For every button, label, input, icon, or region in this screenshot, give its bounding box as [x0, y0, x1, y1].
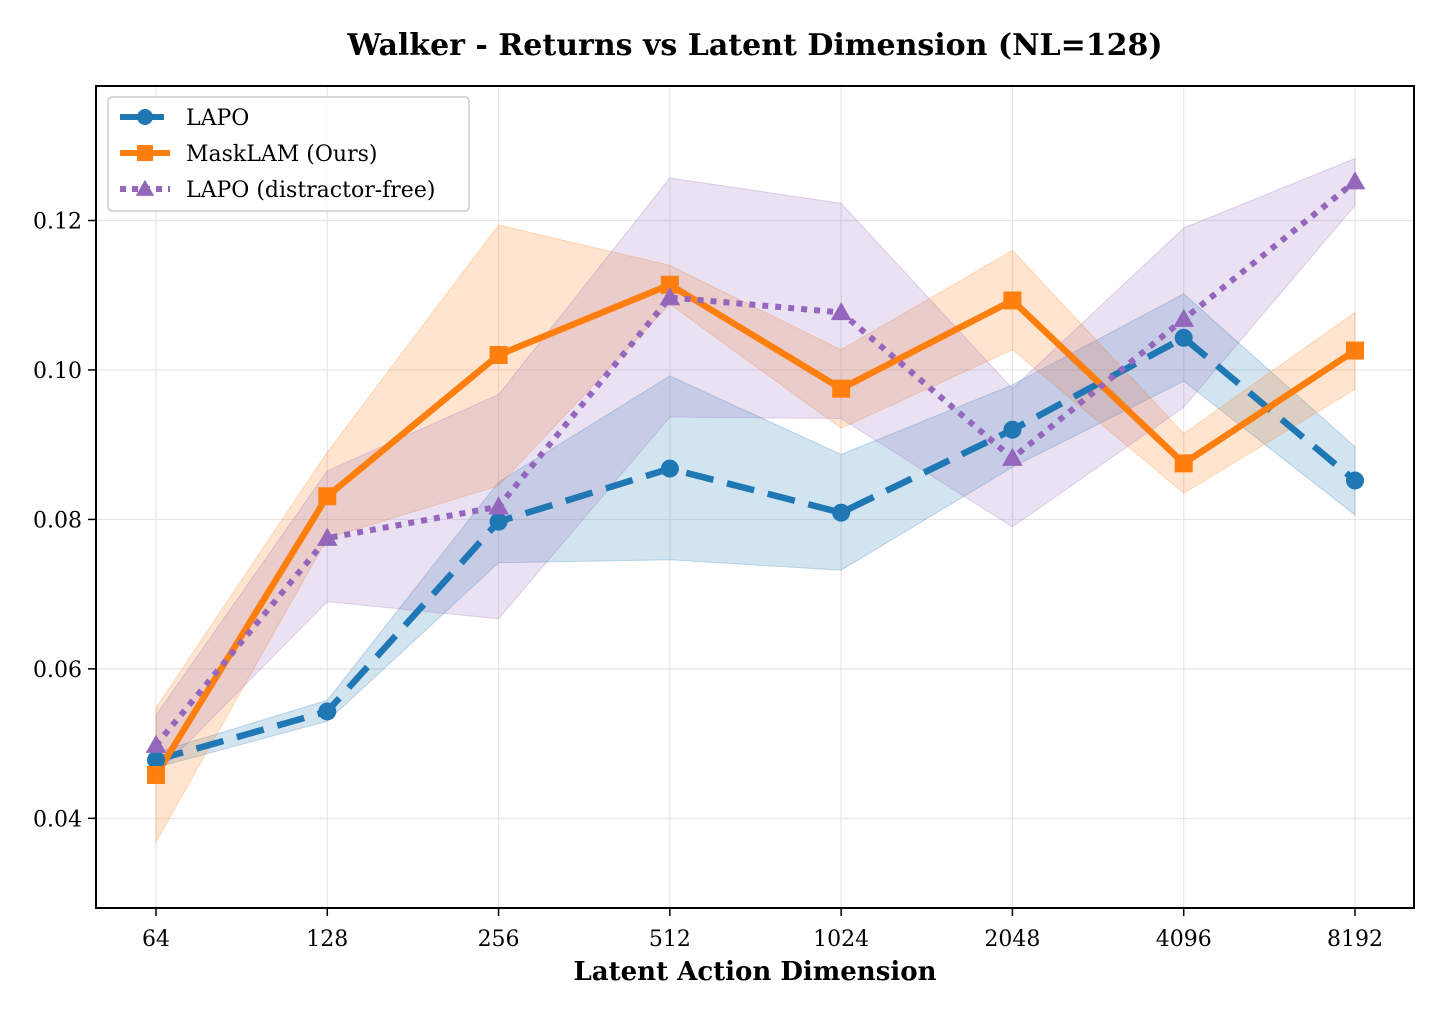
x-tick-label: 4096	[1156, 927, 1212, 952]
masklam-ours-point	[660, 275, 679, 294]
x-axis-label: Latent Action Dimension	[574, 957, 937, 987]
confidence-bands	[155, 157, 1356, 845]
legend: LAPO MaskLAM (Ours) LAPO (distractor-free)	[107, 96, 470, 212]
lapo-distractor-free-point	[659, 287, 681, 306]
lapo-distractor-free-point	[145, 734, 167, 753]
y-tick-label: 0.08	[33, 508, 82, 533]
masklam-ours-point	[489, 346, 508, 365]
lapo-distractor-free-point	[1173, 308, 1195, 327]
legend-marker-lapo	[137, 109, 153, 125]
masklam-ours-point	[147, 765, 165, 784]
series-markers	[145, 171, 1366, 784]
legend-label-lapo: LAPO	[186, 106, 249, 131]
legend-label-lapo-distractor-free: LAPO (distractor-free)	[186, 178, 435, 203]
lapo-point	[1174, 328, 1193, 347]
legend-marker-lapo-distractor-free	[135, 179, 155, 196]
lapo-line	[155, 334, 1358, 764]
x-tick-label: 2048	[984, 927, 1040, 952]
masklam-ours-point	[318, 487, 337, 506]
lapo-distractor-free-point	[830, 302, 852, 321]
axis-ticks: 64 128 256 512 1024 2048 4096 8192 0.04 0.06 0.08 0…	[33, 210, 1383, 952]
lapo-distractor-free-point	[488, 496, 509, 515]
lapo-distractor-free-band	[155, 157, 1356, 777]
legend-label-masklam-ours: MaskLAM (Ours)	[186, 142, 377, 167]
lapo-point	[832, 503, 851, 522]
x-tick-label: 128	[306, 927, 348, 952]
legend-box	[107, 96, 470, 212]
legend-marker-masklam-ours	[137, 145, 153, 161]
y-tick-label: 0.04	[33, 807, 82, 832]
chart-title: Walker - Returns vs Latent Dimension (NL…	[346, 28, 1162, 63]
lapo-point	[1346, 471, 1364, 490]
lapo-point	[660, 459, 679, 478]
x-tick-label: 1024	[813, 927, 869, 952]
masklam-ours-line	[153, 281, 1357, 777]
lapo-distractor-free-point	[1344, 171, 1366, 190]
x-tick-label: 512	[649, 927, 691, 952]
lapo-point	[147, 751, 165, 770]
series-lines	[153, 179, 1358, 777]
x-tick-label: 256	[478, 927, 520, 952]
y-tick-label: 0.06	[33, 658, 82, 683]
masklam-ours-point	[832, 379, 851, 398]
lapo-band	[155, 293, 1356, 769]
lapo-point	[1003, 420, 1022, 439]
lapo-point	[318, 702, 337, 721]
y-tick-label: 0.10	[33, 359, 82, 384]
plot-frame	[95, 85, 1415, 909]
x-tick-label: 8192	[1327, 927, 1383, 952]
lapo-point	[489, 512, 508, 531]
masklam-ours-point	[1346, 341, 1364, 360]
masklam-ours-point	[1174, 454, 1193, 473]
x-tick-label: 64	[142, 927, 170, 952]
lapo-distractor-free-point	[1002, 447, 1023, 466]
masklam-ours-point	[1003, 291, 1022, 310]
y-tick-label: 0.12	[33, 210, 82, 235]
masklam-ours-band	[155, 224, 1356, 845]
lapo-distractor-free-point	[316, 527, 338, 546]
